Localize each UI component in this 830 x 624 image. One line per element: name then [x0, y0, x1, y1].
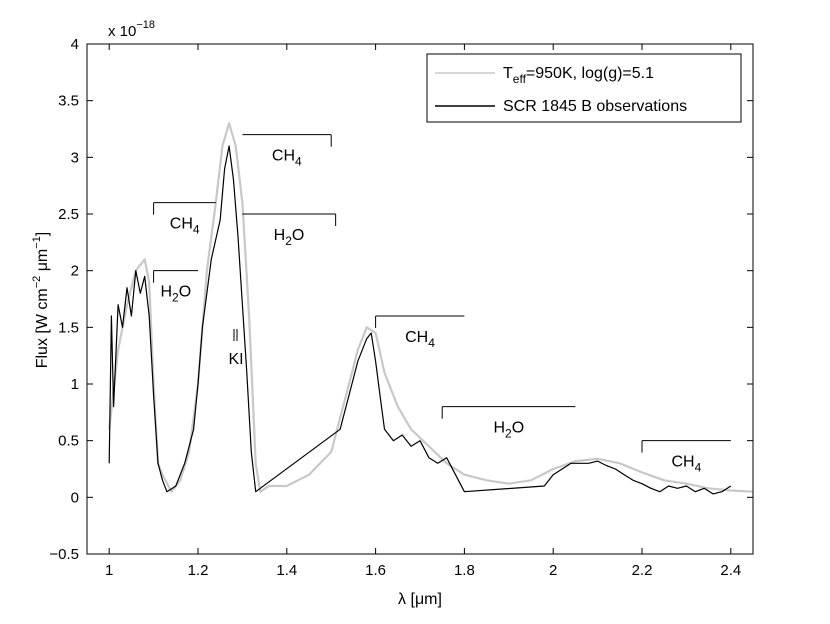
series-line-scr-1845-b-observations [108, 145, 732, 495]
y-tick-label: 3.5 [58, 93, 79, 110]
y-tick-label: 0.5 [58, 433, 79, 450]
band-label-h2o-2: H2O [274, 227, 305, 248]
band-h2o-3: H2O [441, 406, 576, 441]
x-tick-label: 2 [549, 562, 557, 579]
y-axis-label: Flux [W cm−2 μm−1] [31, 232, 51, 369]
x-tick-label: 1.6 [365, 562, 386, 579]
x-tick-label: 1.4 [276, 562, 297, 579]
axis-ticks: 1 1.2 1.4 1.6 1.8 2 2.2 2.4 −0.5 0 0.5 1 1.5 2 2.5 3 3.5… [49, 36, 753, 579]
y-tick-label: 3 [71, 149, 79, 166]
x-tick-label: 1 [105, 562, 113, 579]
legend-label-observations: SCR 1845 B observations [503, 98, 687, 115]
series-layer [108, 122, 754, 495]
ki-label: KI [228, 351, 243, 368]
band-label-h2o-3: H2O [493, 420, 524, 441]
y-tick-label: 2.5 [58, 206, 79, 223]
band-h2o-1: H2O [153, 270, 198, 305]
axes-frame [86, 43, 754, 555]
band-label-ch4-4: CH4 [672, 454, 702, 475]
y-tick-label: 1.5 [58, 319, 79, 336]
legend: Teff=950K, log(g)=5.1 SCR 1845 B observa… [426, 53, 742, 123]
x-axis-label: λ [μm] [398, 591, 442, 608]
band-ch4-2: CH4 [242, 134, 332, 169]
x-tick-label: 1.2 [188, 562, 209, 579]
band-label-ch4-1: CH4 [170, 216, 200, 237]
series-line-model [108, 122, 754, 493]
y-tick-label: 2 [71, 263, 79, 280]
x-tick-label: 2.4 [720, 562, 741, 579]
y-tick-label: 4 [71, 36, 79, 53]
y-tick-label: 1 [71, 376, 79, 393]
band-ch4-3: CH4 [375, 315, 465, 350]
legend-box [426, 53, 742, 123]
y-multiplier: x 10−18 [108, 19, 155, 40]
band-label-ch4-3: CH4 [405, 329, 435, 350]
ki-annotation: KI [228, 329, 244, 368]
band-label-h2o-1: H2O [160, 284, 191, 305]
band-ch4-4: CH4 [641, 440, 731, 475]
band-annotations: H2O CH4 CH4 H2O CH4 H2O CH4 [153, 134, 731, 475]
x-tick-label: 2.2 [632, 562, 653, 579]
band-h2o-2: H2O [242, 213, 337, 248]
plot-area [87, 44, 753, 554]
y-tick-label: −0.5 [49, 546, 79, 563]
band-ch4-1: CH4 [153, 202, 216, 237]
x-tick-label: 1.8 [454, 562, 475, 579]
band-label-ch4-2: CH4 [272, 148, 302, 169]
legend-label-model: Teff=950K, log(g)=5.1 [503, 65, 654, 86]
y-tick-label: 0 [71, 489, 79, 506]
